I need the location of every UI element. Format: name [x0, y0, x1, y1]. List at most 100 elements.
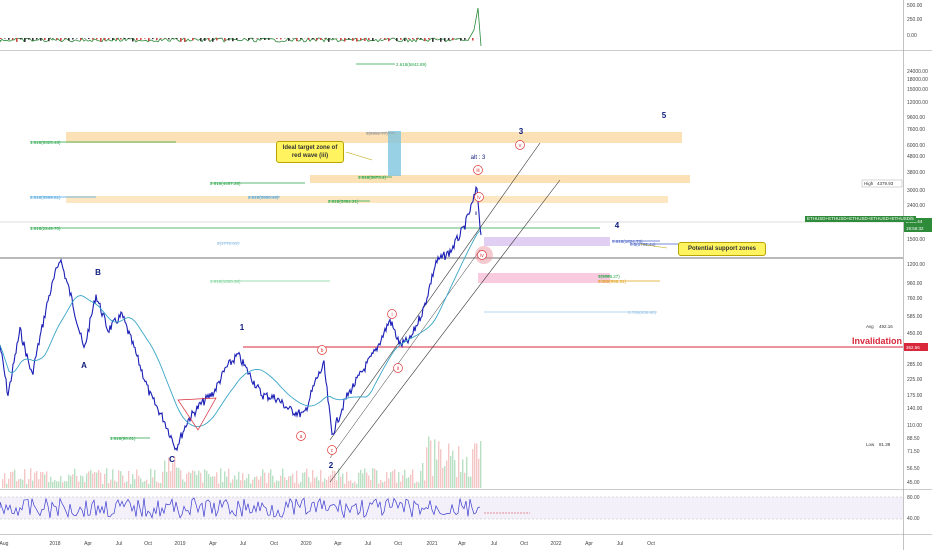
volume-bar: [168, 457, 170, 488]
oscillator-bar: [308, 38, 310, 40]
volume-bar: [126, 481, 128, 488]
volume-bar: [434, 439, 436, 488]
circled-wave-label-c: c: [331, 448, 334, 454]
volume-bar: [158, 482, 160, 488]
volume-bar: [122, 475, 124, 488]
oscillator-bar: [20, 38, 22, 40]
volume-bar: [332, 470, 334, 488]
volume-bar: [454, 460, 456, 488]
volume-bar: [344, 483, 346, 488]
oscillator-bar: [400, 38, 402, 40]
volume-bar: [200, 472, 202, 488]
price-tick: 1500.00: [907, 237, 925, 243]
volume-bar: [298, 483, 300, 488]
oscillator-bar: [228, 38, 230, 41]
volume-bar: [240, 480, 242, 488]
zone-5: [478, 273, 610, 283]
low-value: 81.39: [879, 442, 891, 447]
top-oscillator-pane: [0, 7, 482, 47]
volume-bar: [24, 469, 26, 488]
oscillator-bar: [276, 38, 278, 39]
oscillator-bar: [136, 38, 138, 41]
volume-bar: [416, 481, 418, 488]
channel-mid: [329, 249, 481, 459]
volume-bar: [6, 483, 8, 488]
volume-bar: [246, 478, 248, 488]
oscillator-bar: [264, 38, 266, 40]
oscillator-bar: [360, 38, 362, 41]
volume-bar: [356, 483, 358, 488]
time-tick: Jul: [240, 541, 246, 547]
oscillator-bar: [40, 38, 42, 41]
volume-bar: [20, 478, 22, 488]
circled-wave-label-b: b: [321, 348, 324, 354]
volume-bar: [92, 473, 94, 488]
volume-bar: [88, 471, 90, 488]
volume-bar: [398, 472, 400, 488]
oscillator-bar: [180, 38, 182, 42]
volume-bar: [112, 469, 114, 488]
oscillator-bar: [132, 38, 134, 42]
volume-bar: [16, 481, 18, 488]
volume-bar: [228, 468, 230, 488]
volume-bar: [128, 470, 130, 488]
volume-bar: [196, 474, 198, 488]
volume-bar: [224, 471, 226, 488]
oscillator-bar: [356, 38, 358, 42]
volume-bar: [140, 478, 142, 488]
volume-bar: [72, 474, 74, 488]
volume-bar: [350, 480, 352, 488]
time-tick: Oct: [144, 541, 152, 547]
volume-bar: [18, 479, 20, 488]
volume-bar: [338, 468, 340, 488]
triangle-pattern: [177, 397, 217, 431]
fib-label-13: 1(1069.27): [598, 274, 620, 279]
volume-bar: [48, 482, 50, 488]
price-tick: 140.00: [907, 406, 923, 412]
volume-bar: [28, 478, 30, 488]
price-tick: 225.00: [907, 377, 923, 383]
oscillator-bar: [352, 38, 354, 41]
oscillator-bar: [248, 38, 250, 41]
volume-bar: [378, 483, 380, 488]
volume-bar: [418, 482, 420, 488]
volume-bar: [170, 471, 172, 488]
volume-bar: [366, 472, 368, 488]
oscillator-bar: [176, 38, 178, 39]
price-tick: 1200.00: [907, 262, 925, 268]
circled-wave-i: [387, 309, 397, 319]
oscillator-bar: [120, 38, 122, 40]
circled-wave-iii: [473, 165, 483, 175]
volume-bar: [222, 482, 224, 488]
circled-wave-label-a: a: [300, 434, 303, 440]
volume-bar: [118, 470, 120, 488]
trend-channel: [329, 142, 561, 483]
volume-bar: [432, 475, 434, 488]
oscillator-bar: [392, 38, 394, 39]
volume-bar: [210, 476, 212, 488]
volume-bar: [10, 471, 12, 488]
high-tag-box: [861, 179, 903, 188]
oscillator-bar: [404, 38, 406, 42]
oscillator-bar: [156, 38, 158, 41]
volume-bar: [322, 481, 324, 488]
oscillator-bar: [316, 38, 318, 41]
volume-bar: [178, 468, 180, 488]
volume-bar: [90, 470, 92, 488]
oscillator-bar: [4, 38, 6, 39]
fib-label-14: 0.382(958.31): [598, 279, 627, 284]
oscillator-bar: [372, 38, 374, 41]
oscillator-bar: [200, 38, 202, 42]
time-tick: Jul: [491, 541, 497, 547]
time-tick: Apr: [209, 541, 217, 547]
volume-bar: [40, 471, 42, 488]
oscillator-bar: [416, 38, 418, 40]
volume-bar: [424, 480, 426, 488]
volume-bar: [264, 472, 266, 488]
volume-bar: [172, 462, 174, 488]
oscillator-bar: [204, 38, 206, 41]
oscillator-bar: [24, 38, 26, 42]
volume-bar: [238, 471, 240, 488]
oscillator-bar: [224, 38, 226, 41]
